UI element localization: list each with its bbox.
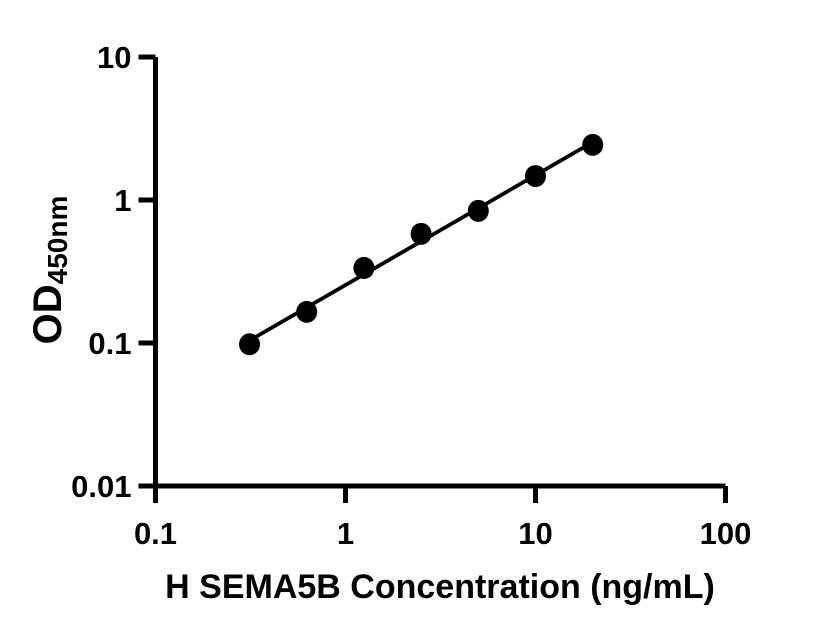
data-point-20 bbox=[582, 133, 604, 156]
data-point-2.5 bbox=[410, 222, 432, 245]
data-point-1.25 bbox=[353, 256, 375, 279]
x-axis-title: H SEMA5B Concentration (ng/mL) bbox=[165, 568, 715, 606]
y-tick-label-0.01: 0.01 bbox=[71, 469, 131, 504]
data-point-0.625 bbox=[296, 300, 318, 323]
x-tick-label-1: 1 bbox=[337, 516, 354, 551]
y-axis-title-subscript: 450nm bbox=[42, 196, 73, 285]
x-tick-label-0.1: 0.1 bbox=[134, 516, 177, 551]
data-point-0.3125 bbox=[239, 333, 261, 356]
y-tick-label-0.1: 0.1 bbox=[88, 326, 131, 361]
data-point-5 bbox=[467, 199, 489, 222]
data-point-10 bbox=[525, 165, 546, 188]
x-tick-label-100: 100 bbox=[700, 516, 752, 551]
y-axis-title-main: OD bbox=[26, 284, 70, 344]
y-tick-label-10: 10 bbox=[97, 40, 131, 75]
y-tick-label-1: 1 bbox=[114, 183, 131, 218]
y-axis-title: OD450nm bbox=[26, 196, 73, 345]
x-tick-label-10: 10 bbox=[518, 516, 552, 551]
